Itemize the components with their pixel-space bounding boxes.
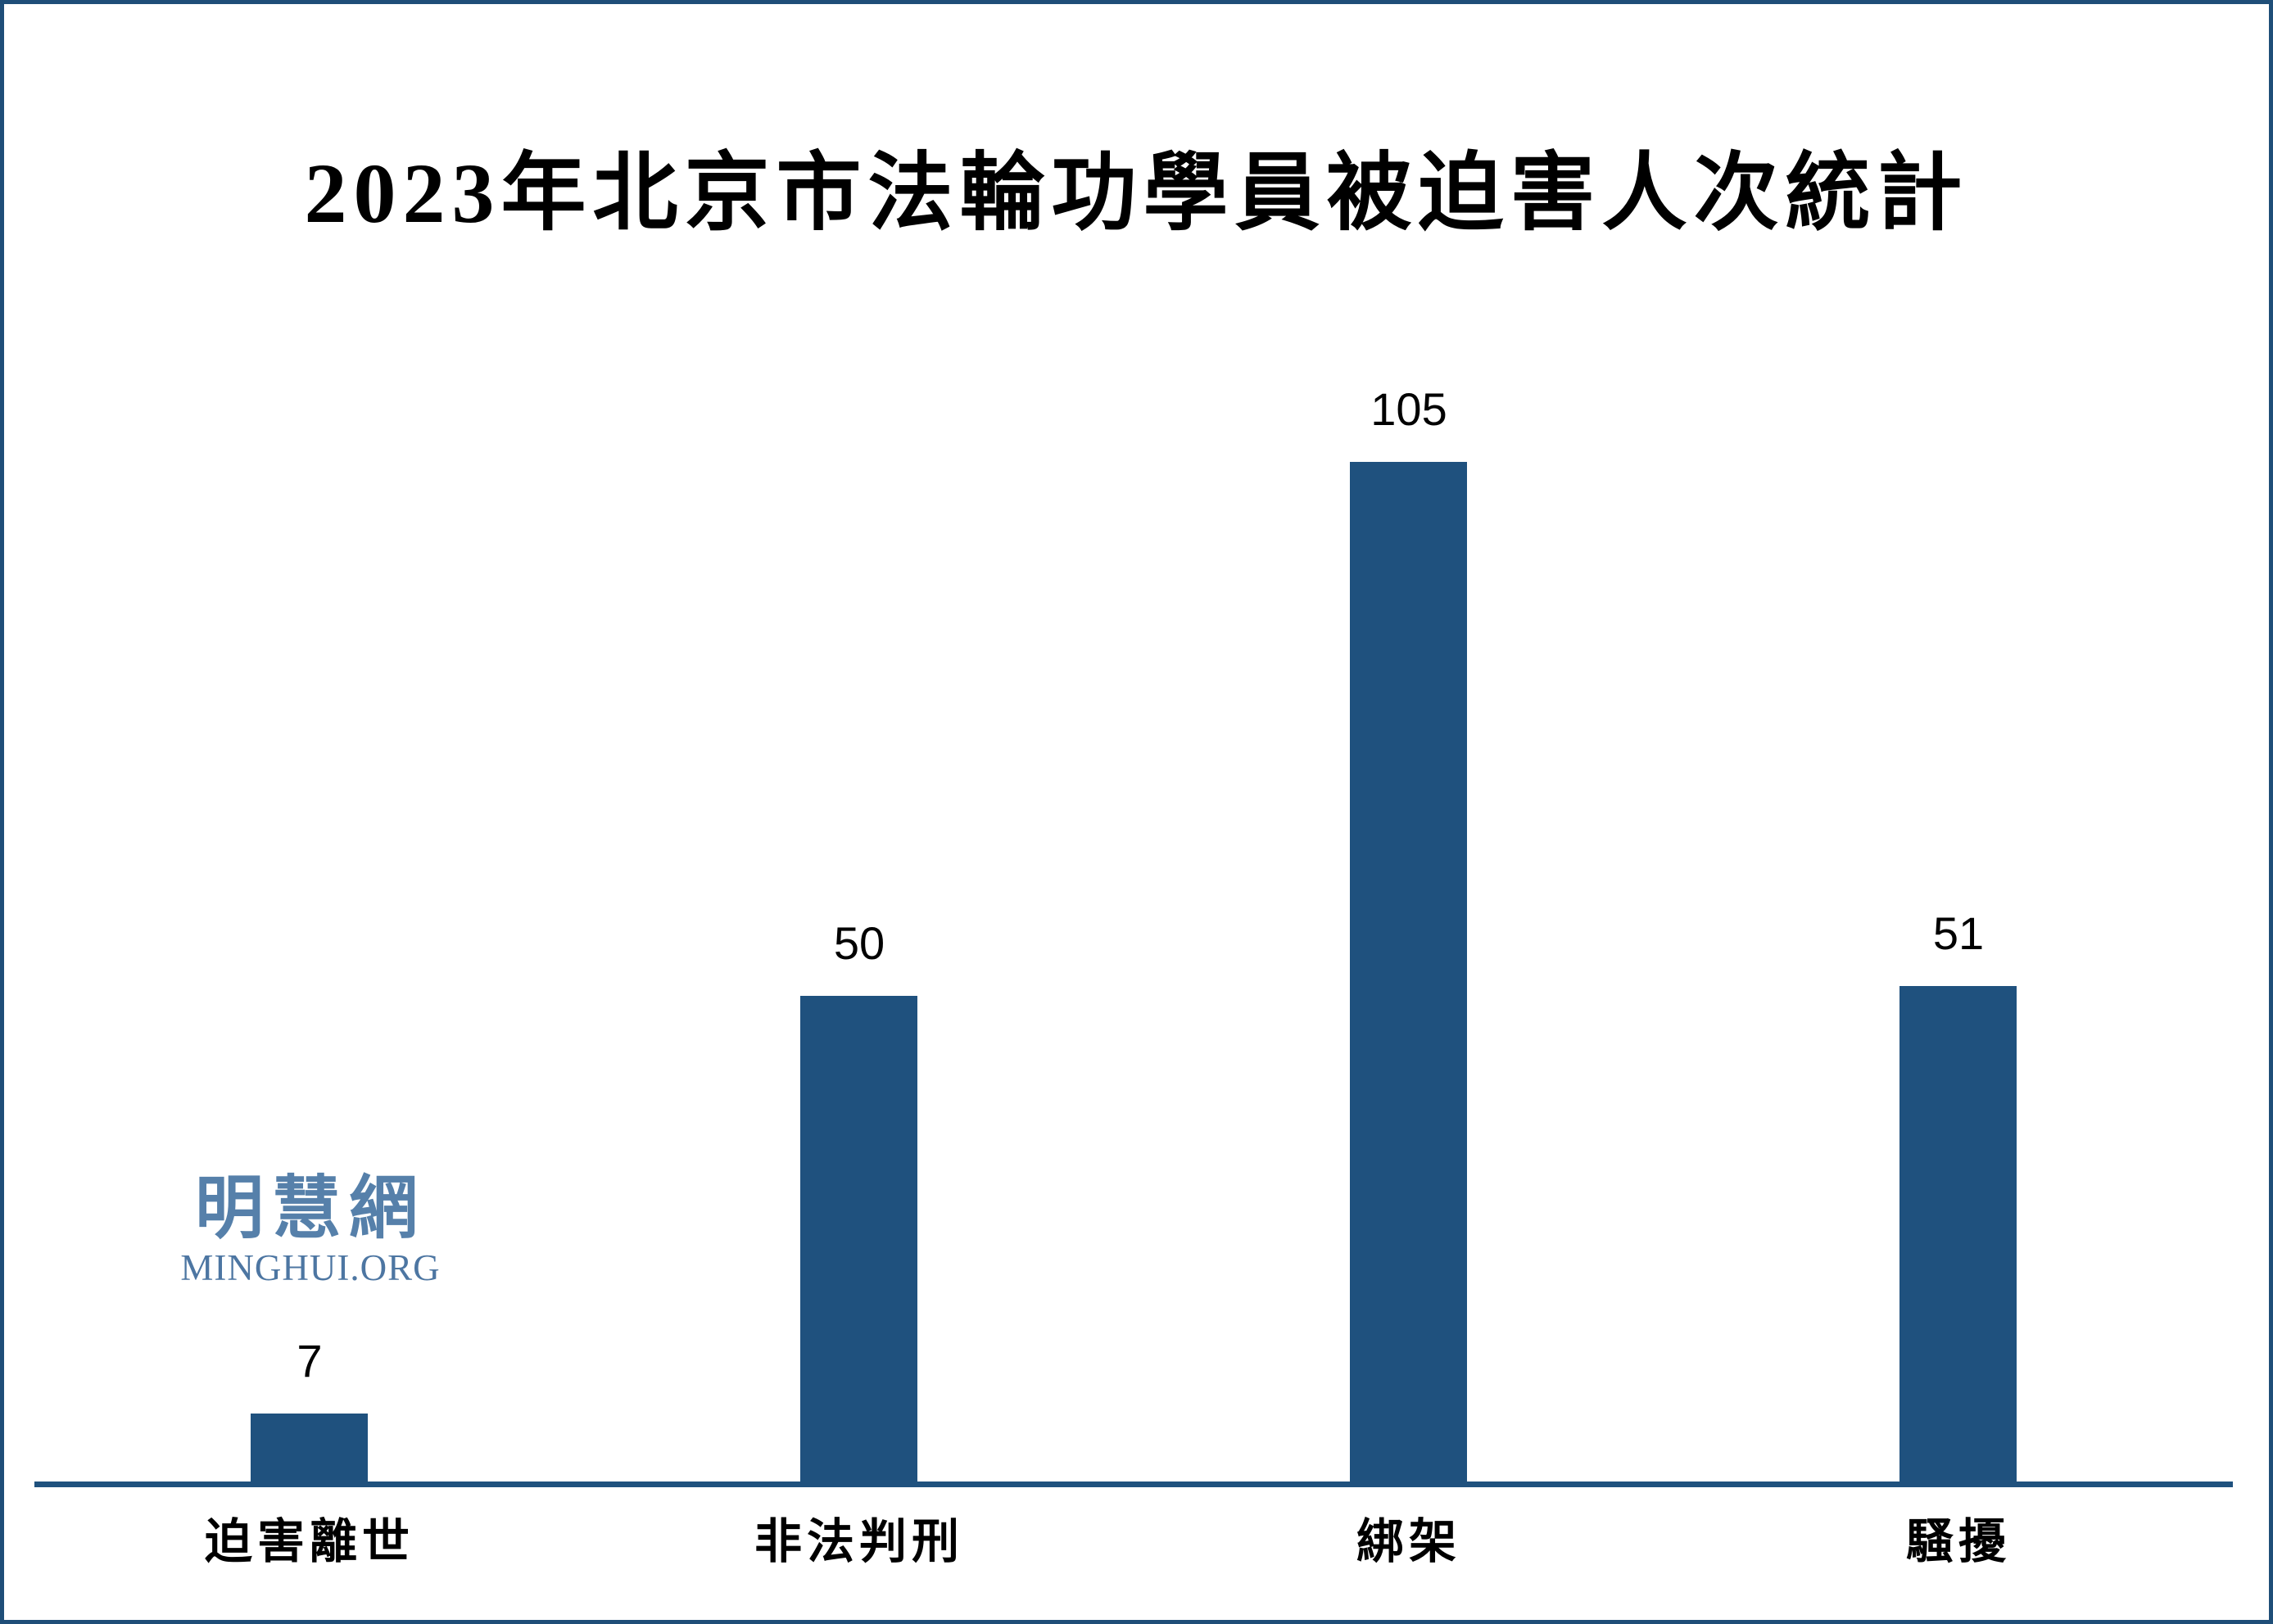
bar [800, 996, 917, 1482]
plot-area: 7 迫害離世 50 非法判刑 105 綁架 51 騷擾 [4, 4, 2269, 1620]
chart-title: 2023年北京市法輪功學員被迫害人次統計 [304, 147, 1969, 241]
bar [251, 1414, 368, 1482]
bar-value-label: 50 [833, 917, 885, 969]
category-label: 騷擾 [1905, 1515, 2011, 1568]
bar [1350, 462, 1467, 1482]
bar-value-label: 7 [297, 1335, 323, 1387]
category-label: 非法判刑 [754, 1515, 964, 1568]
watermark-cjk-text: 明慧網 [194, 1171, 426, 1247]
minghui-watermark: 明慧網 MINGHUI.ORG [179, 1171, 441, 1289]
category-label: 迫害離世 [204, 1515, 414, 1568]
bar [1899, 986, 2017, 1482]
category-label: 綁架 [1356, 1515, 1461, 1568]
watermark-latin-text: MINGHUI.ORG [180, 1247, 441, 1288]
x-axis-line [34, 1482, 2233, 1487]
bar-value-label: 51 [1932, 907, 1985, 959]
bar-value-label: 105 [1370, 383, 1447, 435]
